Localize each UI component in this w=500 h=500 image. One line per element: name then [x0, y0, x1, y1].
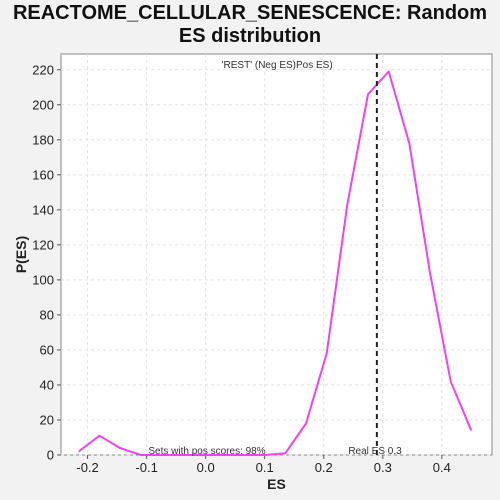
x-tick-label: -0.2 [76, 460, 98, 475]
x-tick-label: -0.1 [135, 460, 157, 475]
chart-title: REACTOME_CELLULAR_SENESCENCE: Random ES … [0, 2, 500, 48]
chart-title-line2: ES distribution [178, 25, 322, 47]
y-tick-label: 220 [32, 62, 54, 77]
y-tick-label: 60 [40, 342, 54, 357]
y-axis-ticks: 0 20 40 60 80 100 120 140 160 180 200 220 [32, 62, 61, 463]
neg-es-label: 'REST' (Neg ES) [222, 60, 296, 71]
x-tick-label: 0.4 [433, 460, 451, 475]
y-tick-label: 40 [40, 377, 54, 392]
real-es-label: Real ES 0.3 [348, 446, 402, 457]
x-axis-ticks: -0.2 -0.1 0.0 0.1 0.2 0.3 0.4 [76, 455, 451, 475]
y-tick-label: 180 [32, 132, 54, 147]
y-tick-label: 0 [47, 448, 54, 463]
y-tick-label: 160 [32, 167, 54, 182]
y-axis-label: P(ES) [13, 236, 29, 273]
y-tick-label: 120 [32, 237, 54, 252]
x-axis-label: ES [267, 476, 286, 492]
x-tick-label: 0.1 [256, 460, 274, 475]
pos-scores-label: Sets with pos scores: 98% [148, 446, 265, 457]
x-tick-label: 0.3 [374, 460, 392, 475]
series-layer [78, 70, 473, 456]
x-tick-label: 0.0 [197, 460, 215, 475]
x-tick-label: 0.2 [315, 460, 333, 475]
plot-area [60, 53, 493, 456]
y-tick-label: 80 [40, 307, 54, 322]
series-line [78, 70, 473, 456]
y-tick-label: 140 [32, 202, 54, 217]
y-tick-label: 200 [32, 97, 54, 112]
y-tick-label: 20 [40, 412, 54, 427]
chart-title-line1: REACTOME_CELLULAR_SENESCENCE: Random [12, 2, 488, 24]
pos-es-label: Pos ES) [296, 60, 333, 71]
y-tick-label: 100 [32, 272, 54, 287]
grid-lines [61, 54, 492, 456]
